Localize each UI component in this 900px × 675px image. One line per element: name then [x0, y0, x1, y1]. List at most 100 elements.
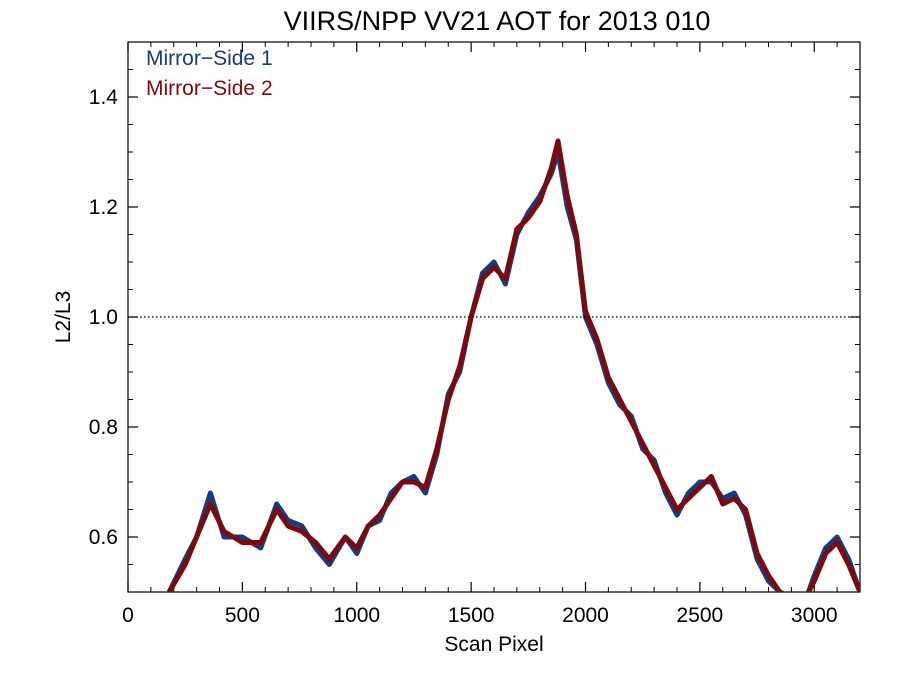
series-2-point-14 — [366, 524, 370, 528]
series-2-point-20 — [435, 447, 439, 451]
series-2-point-36 — [606, 375, 610, 380]
y-tick-label-4: 1.4 — [89, 86, 119, 109]
y-tick-label-1: 0.8 — [89, 416, 118, 439]
series-2-point-27 — [515, 227, 519, 231]
x-tick-label-3000: 3000 — [791, 604, 838, 627]
x-tick-label-1000: 1000 — [333, 604, 380, 627]
series-2-point-31 — [556, 139, 560, 143]
series-2-point-56 — [835, 540, 839, 545]
series-2-point-15 — [378, 513, 382, 517]
series-2-point-12 — [343, 535, 347, 539]
series-2-point-28 — [526, 216, 530, 220]
series-1-point-25 — [492, 260, 496, 264]
series-2-point-57 — [846, 562, 851, 567]
legend: Mirror−Side 1 Mirror−Side 2 — [146, 47, 273, 100]
series-2-point-1 — [183, 562, 187, 567]
series-2-point-6 — [259, 540, 263, 545]
series-2-point-39 — [641, 441, 645, 446]
series-2-point-47 — [732, 496, 736, 501]
series-1-point-18 — [412, 474, 416, 479]
series-2-point-38 — [629, 419, 633, 424]
series-2-point-7 — [275, 507, 279, 512]
plot-frame — [127, 41, 861, 593]
series-1-point-47 — [732, 491, 736, 495]
series-2-point-35 — [595, 337, 599, 341]
series-2-point-54 — [812, 579, 816, 583]
series-2-point-41 — [663, 485, 668, 490]
series-1-point-55 — [824, 546, 828, 550]
series-2-point-5 — [240, 540, 244, 545]
series-2-point-8 — [286, 524, 290, 528]
series-2-point-21 — [446, 397, 450, 402]
series-1-point-15 — [378, 518, 382, 523]
series-1-point-3 — [208, 491, 212, 495]
series-1-point-4 — [222, 535, 226, 539]
series-2-point-51 — [778, 590, 782, 592]
series-2-point-10 — [313, 540, 318, 545]
series-1-point-7 — [275, 502, 279, 506]
series-1-point-5 — [240, 535, 244, 539]
series-2-point-0 — [167, 590, 171, 592]
series-2-point-42 — [675, 507, 679, 512]
series-line-2 — [167, 138, 860, 592]
series-2-point-24 — [480, 276, 485, 281]
y-tick-label-2: 1.0 — [89, 306, 118, 329]
series-2-point-22 — [458, 364, 462, 369]
series-2-point-23 — [469, 315, 473, 319]
series-2-point-29 — [538, 199, 542, 204]
series-2-point-40 — [652, 463, 656, 468]
series-2-point-13 — [355, 546, 359, 550]
series-2-point-34 — [583, 309, 588, 314]
series-1-point-11 — [327, 562, 331, 567]
series-2-point-55 — [824, 551, 828, 556]
axis-ticks: 0 500 1000 1500 2000 2500 3000 0.6 0.8 1.0 1.2 1.4 — [89, 42, 860, 627]
series-line-1 — [166, 149, 860, 592]
series-1-point-26 — [503, 282, 508, 286]
chart-title: VIIRS/NPP VV21 AOT for 2013 010 — [284, 6, 711, 36]
series-2-point-37 — [618, 397, 622, 402]
series-1-point-44 — [698, 480, 702, 484]
series-1-point-19 — [423, 491, 427, 495]
series-1-point-56 — [835, 535, 839, 539]
x-tick-label-0: 0 — [122, 604, 134, 627]
x-tick-label-1500: 1500 — [448, 604, 495, 627]
legend-entry-mirror-side-1: Mirror−Side 1 — [146, 47, 273, 70]
series-2-point-44 — [698, 485, 702, 490]
series-2-point-16 — [389, 496, 393, 501]
series-1-point-6 — [259, 546, 263, 550]
series-2-point-3 — [208, 502, 212, 506]
x-axis-label: Scan Pixel — [444, 633, 543, 656]
x-tick-label-2500: 2500 — [677, 604, 724, 627]
x-tick-label-2000: 2000 — [562, 604, 609, 627]
series-2-point-9 — [300, 529, 304, 534]
y-axis-label: L2/L3 — [52, 291, 75, 344]
series-1-point-9 — [300, 524, 304, 528]
series-2-point-49 — [755, 551, 759, 556]
series-2-point-32 — [565, 194, 569, 198]
series-1-point-24 — [480, 271, 485, 275]
series-2-point-45 — [709, 474, 713, 479]
series-2-point-17 — [400, 480, 405, 484]
x-tick-label-500: 500 — [225, 604, 260, 627]
series-2-point-2 — [195, 535, 199, 539]
series-2-point-4 — [222, 529, 226, 534]
series-2-point-52 — [790, 596, 793, 599]
series-2-point-25 — [492, 265, 496, 270]
series-1-point-43 — [686, 491, 691, 495]
series-2-point-26 — [503, 276, 508, 281]
series-1-point-13 — [355, 551, 359, 556]
series-2-point-18 — [412, 480, 416, 484]
series-2-point-50 — [766, 573, 771, 578]
legend-entry-mirror-side-2: Mirror−Side 2 — [146, 77, 273, 100]
series-lines — [166, 138, 860, 599]
series-2-point-58 — [858, 590, 860, 592]
series-2-point-46 — [721, 502, 725, 506]
series-2-point-48 — [744, 507, 748, 512]
series-2-point-43 — [686, 496, 691, 501]
series-2-point-11 — [327, 557, 331, 561]
series-2-point-30 — [549, 166, 553, 171]
series-2-point-19 — [423, 485, 427, 490]
series-1-point-42 — [675, 513, 679, 517]
series-2-point-33 — [574, 232, 578, 237]
